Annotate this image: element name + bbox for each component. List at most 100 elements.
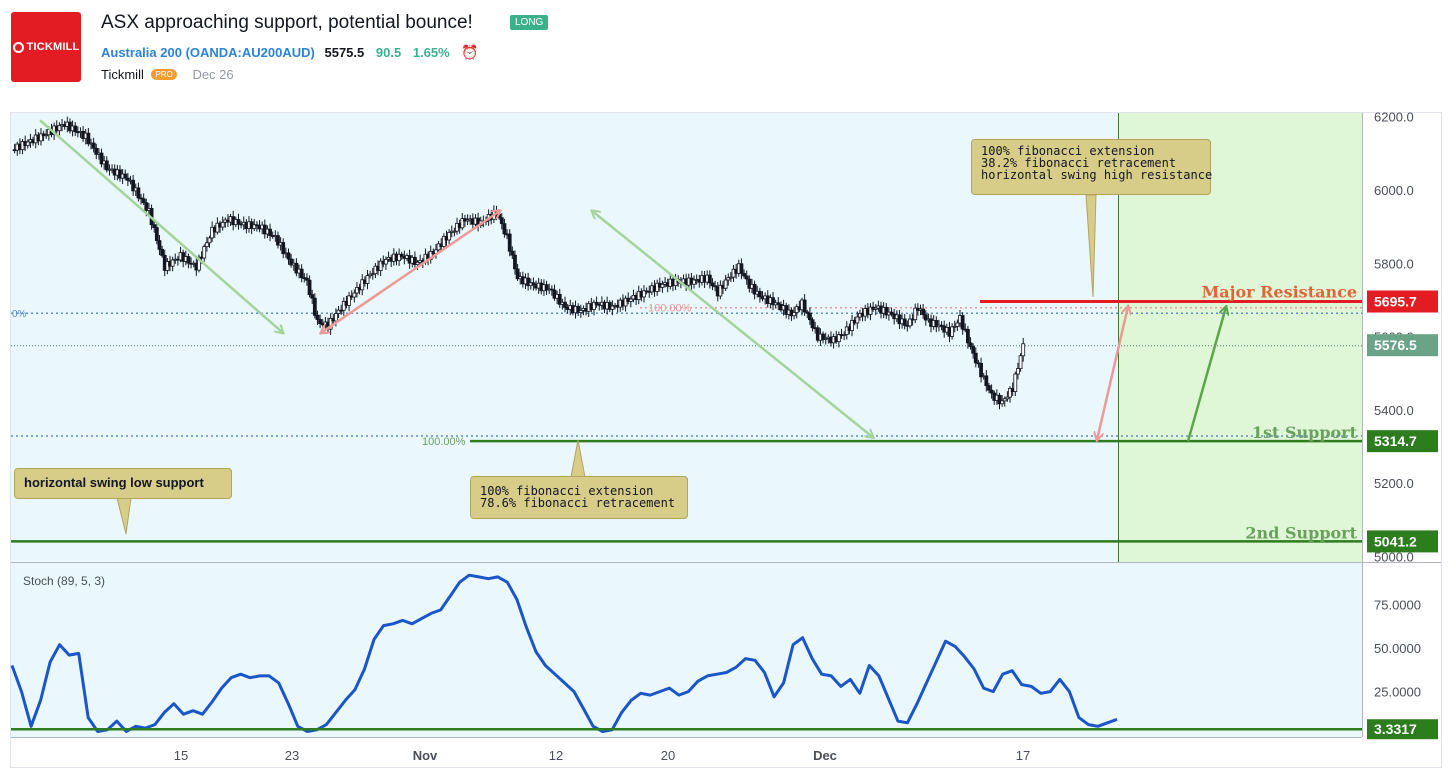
callout-resistance: 100% fibonacci extension 38.2% fibonacci… (971, 139, 1213, 195)
stoch-value-badge: 3.3317 (1374, 721, 1417, 737)
candle (513, 254, 517, 270)
candle (808, 312, 812, 321)
last-price-badge: 5576.5 (1374, 337, 1417, 353)
tickmill-logo: TICKMILL (11, 12, 81, 82)
candle (123, 173, 128, 179)
major-resistance-price-badge: 5695.7 (1374, 294, 1417, 310)
callout-resistance-line1: 100% fibonacci extension (981, 144, 1155, 158)
candle (563, 301, 567, 308)
price-tick-label: 6000.0 (1374, 183, 1414, 198)
last-price-badge-bg (1367, 334, 1438, 357)
candle (141, 198, 146, 204)
callout-first-support-line2: 78.6% fibonacci retracement (480, 496, 676, 510)
candle (810, 319, 815, 329)
up-swing-arrow-2 (1097, 307, 1128, 440)
fib-label-support: 100.00% (422, 436, 466, 448)
candle (204, 242, 209, 247)
idea-title: ASX approaching support, potential bounc… (101, 12, 473, 33)
candle (220, 221, 225, 228)
candle (710, 282, 715, 287)
symbol-change: 90.5 (375, 45, 402, 60)
candle (131, 179, 136, 192)
candle (497, 213, 502, 219)
symbol-change-pct: 1.65% (412, 45, 450, 60)
candle (1013, 373, 1018, 392)
time-tick-label: 17 (1016, 748, 1030, 763)
candle (202, 246, 207, 259)
logo-text: TICKMILL (26, 41, 80, 53)
candle (39, 133, 43, 142)
candle (1002, 398, 1007, 402)
candle (578, 310, 583, 313)
candle (966, 328, 970, 344)
candle (299, 268, 304, 279)
stoch-tick-label: 50.0000 (1374, 641, 1421, 656)
candle (136, 187, 141, 199)
candle (210, 226, 215, 239)
candle (576, 305, 581, 313)
symbol-code-link[interactable]: (OANDA:AU200AUD) (185, 45, 315, 60)
candle (987, 385, 991, 391)
candle (305, 277, 309, 281)
alarm-clock-icon[interactable]: ⏰ (461, 44, 479, 60)
candle (44, 134, 49, 137)
tickmill-logo-mark (12, 41, 24, 53)
major-resistance-label: Major Resistance (1202, 283, 1357, 302)
candle (502, 223, 507, 235)
candle (923, 314, 928, 321)
candle (236, 219, 241, 225)
candle (855, 316, 860, 324)
pro-badge: PRO (151, 69, 177, 80)
candle (104, 160, 109, 171)
up-swing-arrow-1 (321, 211, 500, 333)
time-tick-label: 12 (549, 748, 563, 763)
price-tick-label: 6200.0 (1374, 110, 1414, 125)
symbol-line: Australia 200 (OANDA:AU200AUD) 5575.5 90… (101, 44, 479, 61)
callout-resistance-line3: horizontal swing high resistance (981, 168, 1213, 182)
candle (757, 290, 762, 298)
stoch-pane-background (11, 563, 1362, 737)
down-swing-arrow-1 (39, 119, 283, 333)
candle (934, 320, 939, 328)
candle (557, 294, 562, 305)
candle (1016, 368, 1020, 375)
candle (544, 284, 549, 291)
candle (384, 258, 388, 265)
candle (739, 263, 744, 274)
time-tick-label: Dec (813, 748, 837, 763)
candle (960, 315, 965, 330)
candle (333, 313, 338, 322)
candle (144, 202, 149, 211)
fib-label-zero: 0% (12, 309, 27, 320)
symbol-name-link[interactable]: Australia 200 (101, 45, 182, 60)
candle (312, 297, 317, 316)
candle (152, 224, 157, 229)
second-support-price-badge-bg (1367, 530, 1438, 553)
author-name[interactable]: Tickmill (101, 67, 144, 82)
candle (913, 307, 918, 321)
stoch-title: Stoch (89, 5, 3) (23, 574, 105, 588)
candle (276, 235, 280, 246)
candle (1008, 387, 1012, 398)
candle (91, 142, 96, 149)
candle (515, 268, 520, 280)
candle (268, 228, 272, 236)
callout-second-support: horizontal swing low support (14, 468, 232, 499)
candle (526, 277, 531, 287)
stoch-line (10, 573, 1118, 733)
time-tick-label: Nov (413, 748, 438, 763)
candle (197, 256, 201, 271)
major-resistance-price-badge-bg (1367, 290, 1438, 313)
candle (968, 342, 973, 347)
candle (973, 352, 978, 364)
callout-first-support-line1: 100% fibonacci extension (480, 484, 654, 498)
callout-resistance-line2: 38.2% fibonacci retracement (981, 156, 1177, 170)
candle (254, 224, 259, 227)
candle (86, 132, 91, 145)
stoch-value-badge-bg (1367, 719, 1438, 740)
candle (660, 283, 665, 288)
candle (997, 394, 1002, 405)
candle (170, 259, 175, 267)
candle (950, 326, 954, 337)
